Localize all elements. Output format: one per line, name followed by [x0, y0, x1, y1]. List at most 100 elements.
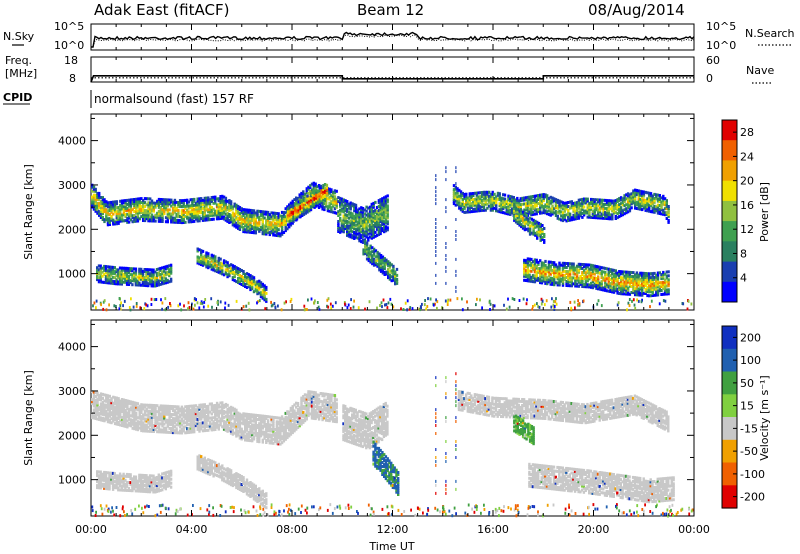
range-gate-cell	[528, 277, 531, 281]
range-gate-cell	[604, 270, 607, 274]
range-gate-cell	[131, 216, 134, 220]
range-gate-cell	[535, 274, 538, 278]
range-gate-cell	[621, 276, 624, 280]
range-gate-cell	[313, 193, 316, 197]
range-gate-cell	[500, 210, 503, 214]
ground-scatter-cell	[195, 298, 197, 302]
range-gate-cell	[212, 211, 215, 215]
range-gate-cell	[288, 206, 292, 210]
range-gate-cell	[379, 269, 383, 273]
range-gate-cell	[384, 207, 388, 211]
range-gate-cell	[259, 210, 263, 214]
range-gate-cell	[354, 223, 358, 227]
range-gate-cell	[129, 202, 133, 206]
range-gate-cell	[154, 205, 157, 209]
range-gate-cell	[346, 208, 349, 211]
range-gate-cell	[663, 278, 667, 282]
range-gate-cell	[660, 200, 663, 204]
range-gate-cell	[231, 272, 235, 276]
range-gate-cell	[115, 410, 118, 414]
range-gate-cell	[308, 205, 311, 209]
sparse-gate-cell	[455, 289, 457, 293]
sparse-gate-cell	[445, 254, 447, 257]
ground-scatter-cell	[436, 306, 438, 310]
range-gate-cell	[150, 219, 154, 223]
range-gate-cell	[637, 281, 640, 285]
range-gate-cell	[482, 202, 486, 206]
range-gate-cell	[553, 279, 556, 283]
range-gate-cell	[127, 212, 131, 216]
range-gate-cell	[237, 206, 240, 210]
range-gate-cell	[284, 229, 287, 233]
range-gate-cell	[324, 200, 328, 204]
range-gate-cell	[256, 223, 259, 227]
range-gate-cell	[593, 276, 596, 280]
range-gate-cell	[331, 192, 335, 196]
range-gate-cell	[214, 209, 217, 213]
range-gate-cell	[540, 265, 544, 269]
range-gate-cell	[354, 235, 358, 239]
range-gate-cell	[245, 278, 249, 282]
range-gate-cell	[115, 396, 118, 400]
range-gate-cell	[106, 223, 110, 227]
range-gate-cell	[301, 200, 304, 204]
range-gate-cell	[491, 190, 494, 194]
range-gate-cell	[379, 218, 382, 222]
range-gate-cell	[458, 206, 461, 210]
range-gate-cell	[237, 224, 240, 228]
range-gate-cell	[98, 394, 101, 397]
range-gate-cell	[591, 200, 595, 203]
range-gate-cell	[591, 270, 595, 274]
range-gate-cell	[386, 206, 389, 210]
range-gate-cell	[656, 199, 660, 203]
range-gate-cell	[328, 189, 331, 193]
ground-scatter-cell	[364, 307, 366, 311]
range-gate-cell	[644, 288, 647, 291]
range-gate-cell	[309, 186, 312, 190]
range-gate-cell	[496, 191, 500, 195]
range-gate-cell	[563, 205, 566, 209]
range-gate-cell	[528, 197, 531, 201]
range-gate-cell	[175, 200, 178, 204]
range-gate-cell	[372, 259, 376, 263]
range-gate-cell	[577, 210, 581, 214]
range-gate-cell	[349, 211, 352, 215]
range-gate-cell	[584, 199, 588, 203]
range-gate-cell	[593, 272, 596, 276]
range-gate-cell	[261, 220, 264, 224]
range-gate-cell	[302, 190, 305, 194]
range-gate-cell	[516, 200, 519, 204]
range-gate-cell	[268, 221, 271, 225]
range-gate-cell	[131, 198, 134, 202]
range-gate-cell	[561, 261, 565, 265]
range-gate-cell	[113, 402, 117, 406]
range-gate-cell	[280, 220, 284, 224]
range-gate-cell	[124, 201, 127, 205]
range-gate-cell	[598, 210, 602, 214]
range-gate-cell	[92, 187, 96, 191]
range-gate-cell	[542, 195, 545, 199]
range-gate-cell	[118, 282, 122, 286]
range-gate-cell	[94, 415, 97, 418]
range-gate-cell	[461, 203, 464, 207]
range-gate-cell	[108, 271, 111, 275]
range-gate-cell	[187, 212, 191, 216]
range-gate-cell	[605, 203, 609, 207]
range-gate-cell	[125, 280, 129, 284]
range-gate-cell	[249, 282, 252, 286]
range-gate-cell	[530, 205, 533, 209]
ground-scatter-cell	[461, 308, 464, 312]
range-gate-cell	[554, 281, 558, 285]
range-gate-cell	[94, 405, 97, 408]
range-gate-cell	[259, 214, 263, 217]
range-gate-cell	[325, 183, 329, 187]
range-gate-cell	[196, 255, 199, 259]
range-gate-cell	[124, 207, 127, 211]
range-gate-cell	[607, 209, 610, 213]
range-gate-cell	[600, 280, 603, 284]
range-gate-cell	[314, 182, 317, 186]
range-gate-cell	[641, 279, 644, 283]
range-gate-cell	[106, 406, 110, 410]
range-gate-cell	[598, 287, 602, 291]
range-gate-cell	[205, 198, 208, 202]
